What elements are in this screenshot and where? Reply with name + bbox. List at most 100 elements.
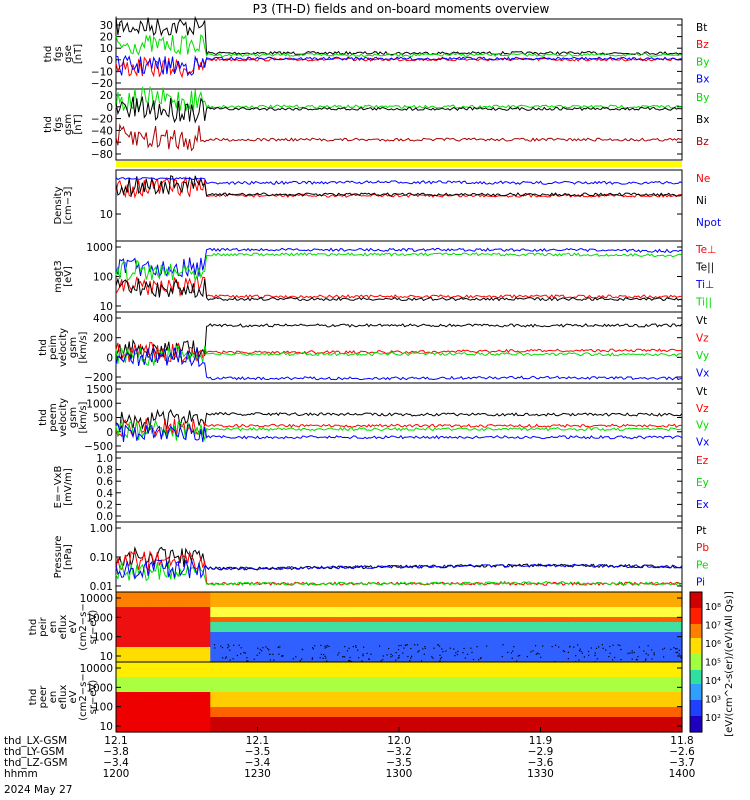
spec-cell	[549, 717, 557, 723]
spec-cell	[600, 632, 608, 638]
spec-cell	[644, 657, 652, 663]
spec-cell	[543, 722, 551, 728]
spec-cell	[197, 642, 205, 648]
spec-cell	[204, 702, 211, 708]
spec-cell	[122, 677, 130, 683]
y-tick-label: 30	[100, 20, 113, 32]
spec-cell	[166, 682, 174, 688]
spec-cell	[266, 597, 274, 603]
spec-cell	[153, 717, 161, 723]
spec-cell	[317, 712, 325, 718]
spec-cell	[461, 632, 469, 638]
panel-frame	[115, 169, 683, 242]
spec-cell	[266, 687, 274, 693]
spec-cell	[128, 727, 136, 733]
spec-cell	[197, 602, 205, 608]
spec-cell	[185, 627, 193, 633]
spec-cell	[474, 717, 482, 723]
spec-cell	[134, 687, 142, 693]
x-row-value: 12.1	[246, 735, 269, 747]
spec-cell	[329, 727, 337, 733]
spec-cell	[141, 592, 149, 598]
spec-cell	[581, 622, 589, 628]
spec-cell	[254, 592, 262, 598]
spec-cell	[675, 697, 683, 703]
spec-cell	[531, 682, 538, 688]
spec-cell	[355, 612, 362, 618]
spec-noise	[311, 657, 313, 659]
y-tick-label: 0.2	[96, 499, 113, 511]
spec-cell	[549, 722, 557, 728]
spec-cell	[430, 712, 438, 718]
spec-cell	[191, 727, 199, 733]
spec-cell	[185, 682, 193, 688]
spec-cell	[235, 627, 243, 633]
spec-cell	[606, 642, 614, 648]
spec-cell	[549, 677, 557, 683]
spec-cell	[304, 592, 312, 598]
spec-cell	[317, 592, 325, 598]
colorbar-cell	[690, 642, 702, 645]
spec-cell	[430, 627, 438, 633]
spec-cell	[606, 592, 614, 598]
spec-cell	[518, 697, 526, 703]
legend-entry: Vt	[696, 315, 707, 327]
colorbar-tick-label: 10⁶	[705, 639, 721, 650]
spec-cell	[575, 727, 582, 733]
colorbar-title: [eV/(cm^2-s(er)/(eV)(All Qs)]	[724, 591, 735, 737]
spec-cell	[417, 672, 425, 678]
spec-cell	[468, 647, 476, 653]
spec-cell	[594, 607, 601, 613]
spec-cell	[355, 717, 362, 723]
spec-cell	[474, 662, 482, 668]
spec-cell	[461, 697, 469, 703]
spec-cell	[455, 662, 463, 668]
spec-cell	[160, 652, 167, 658]
spec-cell	[568, 597, 576, 603]
spec-cell	[638, 692, 645, 698]
spec-cell	[166, 707, 174, 713]
spec-noise	[663, 656, 665, 658]
spec-cell	[386, 707, 394, 713]
spec-cell	[317, 717, 325, 723]
spec-cell	[436, 662, 444, 668]
spec-cell	[336, 612, 343, 618]
spec-cell	[342, 657, 350, 663]
spec-cell	[499, 717, 507, 723]
spec-cell	[197, 657, 205, 663]
spec-cell	[524, 602, 532, 608]
spec-cell	[638, 727, 645, 733]
spec-cell	[141, 617, 149, 623]
spec-cell	[399, 642, 406, 648]
spec-cell	[323, 672, 331, 678]
spec-cell	[587, 647, 595, 653]
spec-noise	[555, 644, 557, 646]
spec-cell	[292, 652, 299, 658]
spec-cell	[587, 697, 595, 703]
spec-cell	[663, 712, 670, 718]
spec-cell	[260, 642, 268, 648]
spec-cell	[204, 662, 211, 668]
spec-cell	[292, 672, 299, 678]
spec-cell	[562, 722, 570, 728]
spec-cell	[556, 692, 564, 698]
spec-cell	[543, 622, 551, 628]
spec-noise	[583, 656, 585, 658]
spec-cell	[619, 672, 626, 678]
spec-cell	[581, 602, 589, 608]
spec-cell	[323, 692, 331, 698]
spec-cell	[594, 692, 601, 698]
spec-cell	[606, 682, 614, 688]
spec-cell	[342, 702, 350, 708]
spec-cell	[587, 642, 595, 648]
spec-cell	[568, 677, 576, 683]
spec-cell	[663, 667, 670, 673]
spec-cell	[568, 657, 576, 663]
spec-cell	[329, 707, 337, 713]
spec-noise	[542, 645, 544, 647]
spec-noise	[440, 656, 443, 659]
y-axis-label: [eV]	[63, 266, 74, 287]
series-line-te	[115, 277, 683, 302]
